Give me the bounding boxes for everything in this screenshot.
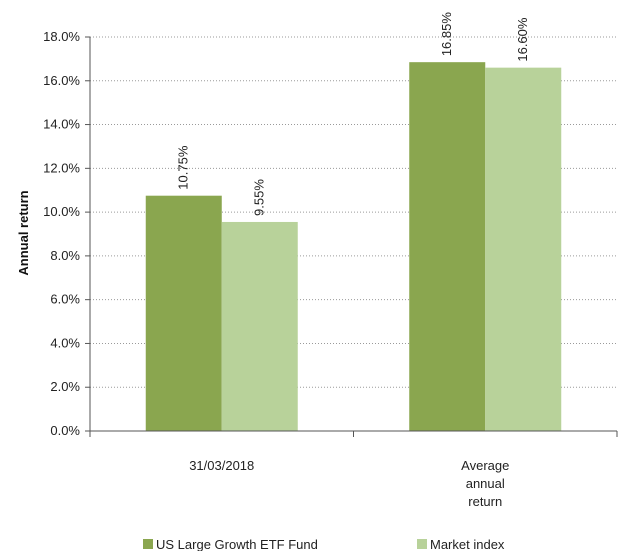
y-tick-label: 10.0% [43, 204, 80, 219]
data-label: 9.55% [252, 179, 267, 216]
bar [485, 67, 562, 432]
y-axis-title: Annual return [16, 190, 31, 275]
legend: US Large Growth ETF Fund Market index [143, 537, 505, 551]
y-tick-label: 8.0% [50, 248, 80, 263]
bars [145, 62, 562, 432]
legend-label: Market index [430, 537, 505, 551]
data-label: 16.85% [439, 12, 454, 57]
y-tick-label: 4.0% [50, 335, 80, 350]
y-tick-label: 6.0% [50, 292, 80, 307]
y-tick-label: 14.0% [43, 117, 80, 132]
x-tick-label: 31/03/2018 [189, 458, 254, 473]
legend-label: US Large Growth ETF Fund [156, 537, 318, 551]
y-tick-label: 18.0% [43, 29, 80, 44]
y-tick-label: 12.0% [43, 160, 80, 175]
data-label: 10.75% [176, 145, 191, 190]
bar [145, 195, 222, 431]
data-labels: 10.75% 9.55% 16.85% 16.60% [176, 12, 531, 216]
data-label: 16.60% [515, 17, 530, 62]
bar [221, 221, 298, 431]
axes: 0.0% 2.0% 4.0% 6.0% 8.0% 10.0% 12.0% 14.0% 16.0%… [43, 29, 618, 509]
bar [409, 62, 486, 432]
x-tick-label: Average annual return [461, 458, 509, 509]
legend-swatch [143, 539, 153, 549]
legend-swatch [417, 539, 427, 549]
y-tick-label: 2.0% [50, 379, 80, 394]
y-tick-label: 16.0% [43, 73, 80, 88]
y-tick-label: 0.0% [50, 423, 80, 438]
